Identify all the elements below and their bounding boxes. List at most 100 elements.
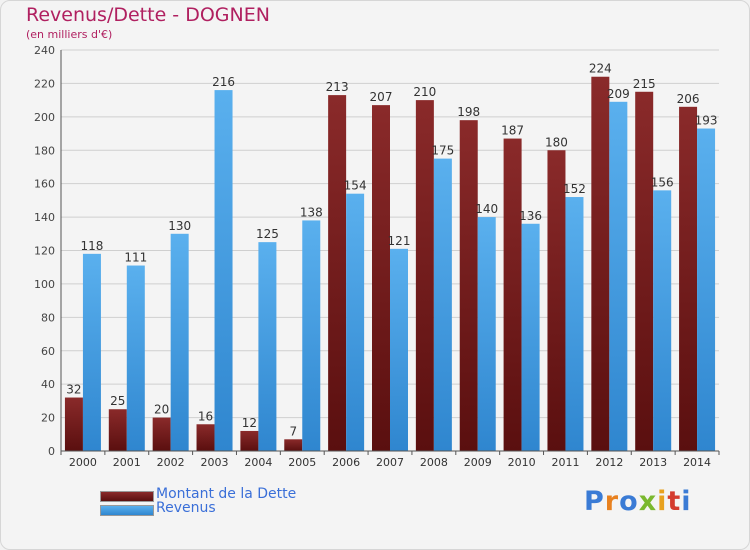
bar-dette xyxy=(328,95,347,452)
bar-dette xyxy=(64,397,83,451)
logo-letter: t xyxy=(667,486,682,517)
logo-letter: P xyxy=(584,486,605,517)
logo-letter: r xyxy=(604,486,620,517)
data-label-dette: 20 xyxy=(154,403,169,417)
bar-revenus xyxy=(653,190,672,451)
y-tick-label: 60 xyxy=(41,345,55,358)
bar-revenus xyxy=(477,217,496,451)
bar-dette xyxy=(152,417,171,451)
data-label-revenus: 152 xyxy=(563,182,586,196)
x-tick-label: 2010 xyxy=(508,456,536,469)
bar-revenus xyxy=(170,233,189,451)
data-label-dette: 16 xyxy=(198,409,213,423)
chart-subtitle: (en milliers d'€) xyxy=(26,28,113,41)
bar-dette xyxy=(240,430,259,451)
bar-dette xyxy=(372,105,390,451)
proxiti-logo: Proxiti xyxy=(584,486,692,517)
y-tick-label: 80 xyxy=(41,311,55,324)
data-label-revenus: 154 xyxy=(344,179,367,193)
bar-dette xyxy=(415,100,434,451)
y-tick-label: 20 xyxy=(41,412,55,425)
legend-swatch-dette xyxy=(100,491,154,502)
x-tick-label: 2009 xyxy=(464,456,492,469)
bar-revenus xyxy=(258,242,277,451)
x-tick-label: 2008 xyxy=(420,456,448,469)
data-label-dette: 180 xyxy=(545,135,568,149)
x-tick-label: 2011 xyxy=(551,456,579,469)
x-tick-label: 2014 xyxy=(683,456,711,469)
bar-revenus xyxy=(565,197,584,451)
logo-letter: x xyxy=(638,486,658,517)
y-tick-label: 240 xyxy=(34,44,55,57)
data-label-revenus: 175 xyxy=(431,144,454,158)
data-label-revenus: 130 xyxy=(168,219,191,233)
data-label-dette: 224 xyxy=(589,62,612,76)
y-tick-label: 100 xyxy=(34,278,55,291)
data-label-dette: 213 xyxy=(326,80,349,94)
data-label-revenus: 111 xyxy=(124,251,147,265)
bar-revenus xyxy=(346,193,365,452)
x-tick-label: 2001 xyxy=(113,456,141,469)
legend-swatch-revenus xyxy=(100,505,154,516)
data-label-dette: 25 xyxy=(110,394,125,408)
data-label-revenus: 216 xyxy=(212,75,235,89)
bar-revenus xyxy=(521,223,540,451)
y-tick-label: 200 xyxy=(34,111,55,124)
bar-dette xyxy=(459,120,478,452)
x-tick-label: 2006 xyxy=(332,456,360,469)
x-tick-label: 2000 xyxy=(69,456,97,469)
y-tick-label: 220 xyxy=(34,77,55,90)
bar-dette xyxy=(547,150,566,451)
data-label-dette: 7 xyxy=(289,424,297,438)
bar-dette xyxy=(284,439,303,451)
data-label-dette: 206 xyxy=(677,92,700,106)
x-tick-label: 2007 xyxy=(376,456,404,469)
data-label-revenus: 156 xyxy=(651,175,674,189)
bar-dette xyxy=(108,409,127,451)
data-label-dette: 187 xyxy=(501,124,524,138)
bar-dette xyxy=(196,424,215,451)
data-label-dette: 215 xyxy=(633,77,656,91)
chart-title: Revenus/Dette - DOGNEN xyxy=(26,4,270,26)
x-tick-label: 2013 xyxy=(639,456,667,469)
bar-revenus xyxy=(214,90,233,451)
x-tick-label: 2002 xyxy=(157,456,185,469)
data-label-revenus: 193 xyxy=(695,114,718,128)
bar-revenus xyxy=(302,220,321,451)
bar-revenus xyxy=(697,128,716,451)
bar-revenus xyxy=(126,265,145,451)
data-label-dette: 198 xyxy=(457,105,480,119)
y-tick-label: 140 xyxy=(34,211,55,224)
logo-letter: o xyxy=(619,486,639,517)
bar-dette xyxy=(503,138,522,451)
data-label-revenus: 209 xyxy=(607,87,630,101)
x-tick-label: 2004 xyxy=(244,456,272,469)
data-label-dette: 12 xyxy=(242,416,257,430)
data-label-dette: 207 xyxy=(370,90,393,104)
bar-dette xyxy=(591,76,610,451)
data-label-revenus: 138 xyxy=(300,205,323,219)
legend-label-dette: Montant de la Dette xyxy=(156,486,297,502)
bar-dette xyxy=(679,106,698,451)
data-label-revenus: 136 xyxy=(519,209,542,223)
legend-label-revenus: Revenus xyxy=(156,500,216,516)
y-tick-label: 160 xyxy=(34,178,55,191)
x-tick-label: 2005 xyxy=(288,456,316,469)
bar-revenus xyxy=(433,158,452,451)
bar-revenus xyxy=(390,248,408,451)
data-label-dette: 32 xyxy=(66,383,81,397)
bar-revenus xyxy=(609,101,628,451)
bar-dette xyxy=(635,91,654,451)
data-label-revenus: 118 xyxy=(80,239,103,253)
bar-revenus xyxy=(82,253,101,451)
data-label-revenus: 121 xyxy=(388,234,411,248)
y-tick-label: 120 xyxy=(34,245,55,258)
data-label-revenus: 125 xyxy=(256,227,279,241)
y-tick-label: 180 xyxy=(34,144,55,157)
data-label-dette: 210 xyxy=(413,85,436,99)
y-tick-label: 0 xyxy=(48,445,55,458)
y-tick-label: 40 xyxy=(41,378,55,391)
logo-letter: i xyxy=(681,486,692,517)
data-label-revenus: 140 xyxy=(475,202,498,216)
